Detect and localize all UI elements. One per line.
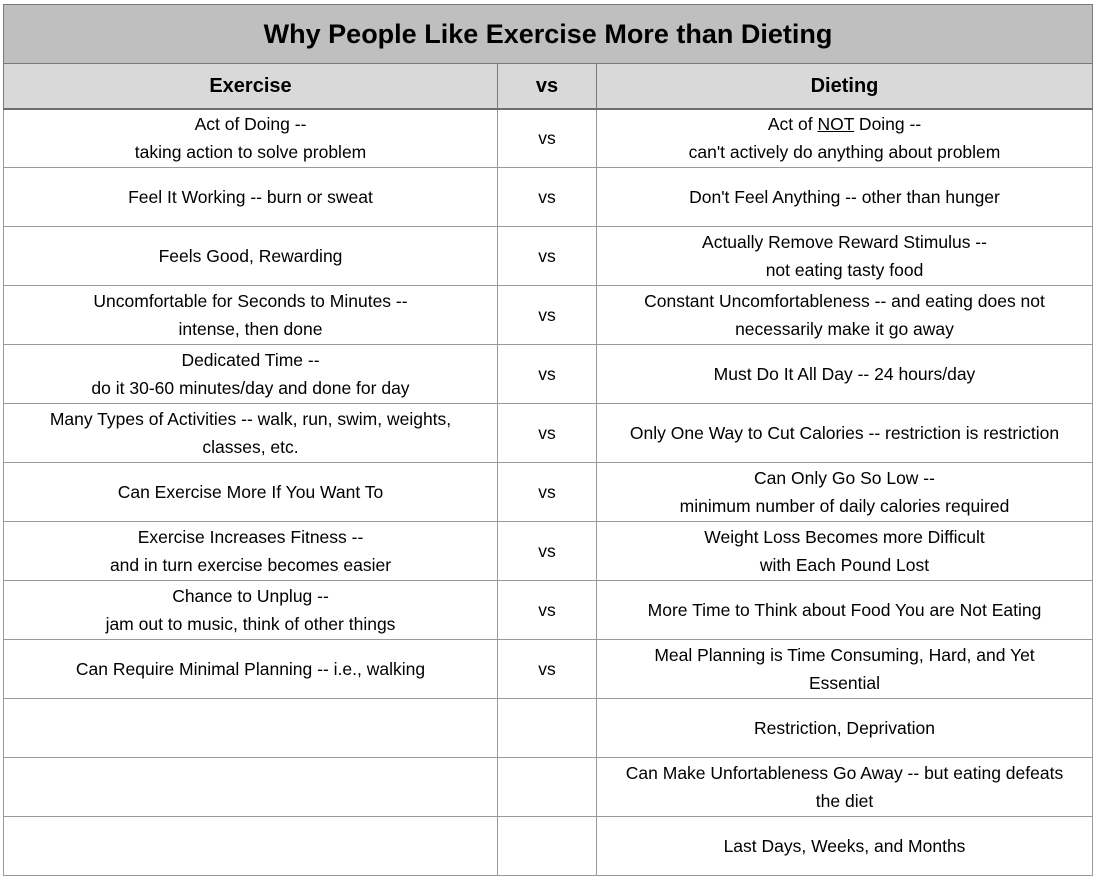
cell-line: taking action to solve problem: [134, 142, 367, 163]
exercise-cell: Can Exercise More If You Want To: [3, 462, 498, 522]
cell-line: with Each Pound Lost: [759, 555, 930, 575]
table-row: Exercise Increases Fitness -- and in turn…: [3, 521, 1093, 581]
exercise-cell: [3, 698, 498, 758]
exercise-cell: Feel It Working -- burn or sweat: [3, 167, 498, 227]
exercise-cell: Many Types of Activities -- walk, run, s…: [3, 403, 498, 463]
table-row: Feel It Working -- burn or sweat vs Don't …: [3, 167, 1093, 227]
dieting-cell: Constant Uncomfortableness -- and eating…: [596, 285, 1093, 345]
cell-line: Feels Good, Rewarding: [158, 246, 343, 266]
vs-cell: vs: [497, 285, 597, 345]
table-row: Restriction, Deprivation: [3, 698, 1093, 758]
exercise-cell: Dedicated Time -- do it 30-60 minutes/day…: [3, 344, 498, 404]
cell-line: Can Only Go So Low --: [754, 468, 935, 488]
comparison-table: Why People Like Exercise More than Dieti…: [3, 4, 1093, 876]
exercise-cell: [3, 816, 498, 876]
table-title: Why People Like Exercise More than Dieti…: [3, 4, 1093, 64]
cell-text-part: Act of: [767, 114, 818, 135]
exercise-cell: [3, 757, 498, 817]
dieting-cell: Only One Way to Cut Calories -- restrict…: [596, 403, 1093, 463]
cell-line: the diet: [815, 791, 874, 811]
header-exercise: Exercise: [3, 63, 498, 110]
exercise-cell: Exercise Increases Fitness -- and in turn…: [3, 521, 498, 581]
cell-line: Last Days, Weeks, and Months: [723, 836, 966, 856]
header-dieting: Dieting: [596, 63, 1093, 110]
vs-cell: vs: [497, 639, 597, 699]
table-row: Uncomfortable for Seconds to Minutes -- i…: [3, 285, 1093, 345]
header-row: Exercise vs Dieting: [3, 63, 1093, 110]
cell-text-part: Doing --: [854, 114, 922, 135]
cell-line: Chance to Unplug --: [172, 586, 329, 606]
cell-line: More Time to Think about Food You are No…: [647, 600, 1042, 620]
dieting-cell: Last Days, Weeks, and Months: [596, 816, 1093, 876]
cell-line: Constant Uncomfortableness -- and eating…: [644, 291, 1045, 311]
vs-cell: vs: [497, 108, 597, 168]
dieting-cell: More Time to Think about Food You are No…: [596, 580, 1093, 640]
exercise-cell: Can Require Minimal Planning -- i.e., wa…: [3, 639, 498, 699]
cell-line: Feel It Working -- burn or sweat: [128, 187, 373, 207]
exercise-cell: Feels Good, Rewarding: [3, 226, 498, 286]
dieting-cell: Actually Remove Reward Stimulus -- not ea…: [596, 226, 1093, 286]
cell-line: Don't Feel Anything -- other than hunger: [689, 187, 1000, 207]
table-row: Chance to Unplug -- jam out to music, thi…: [3, 580, 1093, 640]
dieting-cell: Can Only Go So Low -- minimum number of d…: [596, 462, 1093, 522]
vs-cell: [497, 698, 597, 758]
cell-line: Uncomfortable for Seconds to Minutes --: [93, 291, 408, 311]
cell-line: and in turn exercise becomes easier: [109, 555, 392, 575]
title-row: Why People Like Exercise More than Dieti…: [3, 4, 1093, 64]
table-row: Act of Doing -- taking action to solve pr…: [3, 108, 1093, 168]
vs-cell: [497, 816, 597, 876]
cell-line: do it 30-60 minutes/day and done for day: [91, 378, 410, 398]
cell-line: Weight Loss Becomes more Difficult: [704, 527, 985, 547]
cell-line: Dedicated Time --: [181, 350, 320, 370]
vs-cell: vs: [497, 344, 597, 404]
vs-cell: vs: [497, 580, 597, 640]
table-row: Can Exercise More If You Want To vs Can On…: [3, 462, 1093, 522]
table-row: Dedicated Time -- do it 30-60 minutes/day…: [3, 344, 1093, 404]
vs-cell: vs: [497, 403, 597, 463]
table-row: Can Require Minimal Planning -- i.e., wa…: [3, 639, 1093, 699]
dieting-cell: Act of NOT Doing -- can't actively do any…: [596, 108, 1093, 168]
vs-cell: [497, 757, 597, 817]
emphasis-text: NOT: [817, 114, 855, 135]
cell-line: jam out to music, think of other things: [105, 614, 396, 634]
exercise-cell: Act of Doing -- taking action to solve pr…: [3, 108, 498, 168]
cell-line: Only One Way to Cut Calories -- restrict…: [629, 423, 1060, 443]
table-row: Many Types of Activities -- walk, run, s…: [3, 403, 1093, 463]
dieting-cell: Meal Planning is Time Consuming, Hard, a…: [596, 639, 1093, 699]
cell-line: intense, then done: [178, 319, 323, 339]
cell-line: not eating tasty food: [765, 260, 924, 280]
dieting-cell: Don't Feel Anything -- other than hunger: [596, 167, 1093, 227]
table-row: Last Days, Weeks, and Months: [3, 816, 1093, 876]
cell-line: can't actively do anything about problem: [688, 142, 1001, 163]
cell-line: Act of Doing --: [194, 114, 307, 135]
exercise-cell: Uncomfortable for Seconds to Minutes -- i…: [3, 285, 498, 345]
vs-cell: vs: [497, 521, 597, 581]
dieting-cell: Can Make Unfortableness Go Away -- but e…: [596, 757, 1093, 817]
cell-line: Can Require Minimal Planning -- i.e., wa…: [75, 659, 426, 679]
cell-line: necessarily make it go away: [735, 319, 954, 339]
header-vs: vs: [497, 63, 597, 110]
cell-line: Restriction, Deprivation: [754, 718, 935, 738]
cell-line: Must Do It All Day -- 24 hours/day: [713, 364, 976, 384]
cell-line: Many Types of Activities -- walk, run, s…: [49, 409, 452, 429]
cell-line: Actually Remove Reward Stimulus --: [702, 232, 987, 252]
vs-cell: vs: [497, 167, 597, 227]
cell-line: Act of NOT Doing --: [599, 110, 1090, 138]
exercise-cell: Chance to Unplug -- jam out to music, thi…: [3, 580, 498, 640]
table-row: Feels Good, Rewarding vs Actually Remove R…: [3, 226, 1093, 286]
cell-line: Meal Planning is Time Consuming, Hard, a…: [654, 645, 1035, 665]
dieting-cell: Must Do It All Day -- 24 hours/day: [596, 344, 1093, 404]
vs-cell: vs: [497, 462, 597, 522]
table-row: Can Make Unfortableness Go Away -- but e…: [3, 757, 1093, 817]
cell-line: Can Make Unfortableness Go Away -- but e…: [625, 763, 1064, 783]
cell-line: Can Exercise More If You Want To: [117, 482, 384, 502]
cell-line: Exercise Increases Fitness --: [137, 527, 364, 547]
cell-line: Essential: [808, 673, 880, 693]
dieting-cell: Weight Loss Becomes more Difficult with E…: [596, 521, 1093, 581]
cell-line: minimum number of daily calories require…: [679, 496, 1010, 516]
dieting-cell: Restriction, Deprivation: [596, 698, 1093, 758]
vs-cell: vs: [497, 226, 597, 286]
cell-line: classes, etc.: [202, 437, 299, 457]
